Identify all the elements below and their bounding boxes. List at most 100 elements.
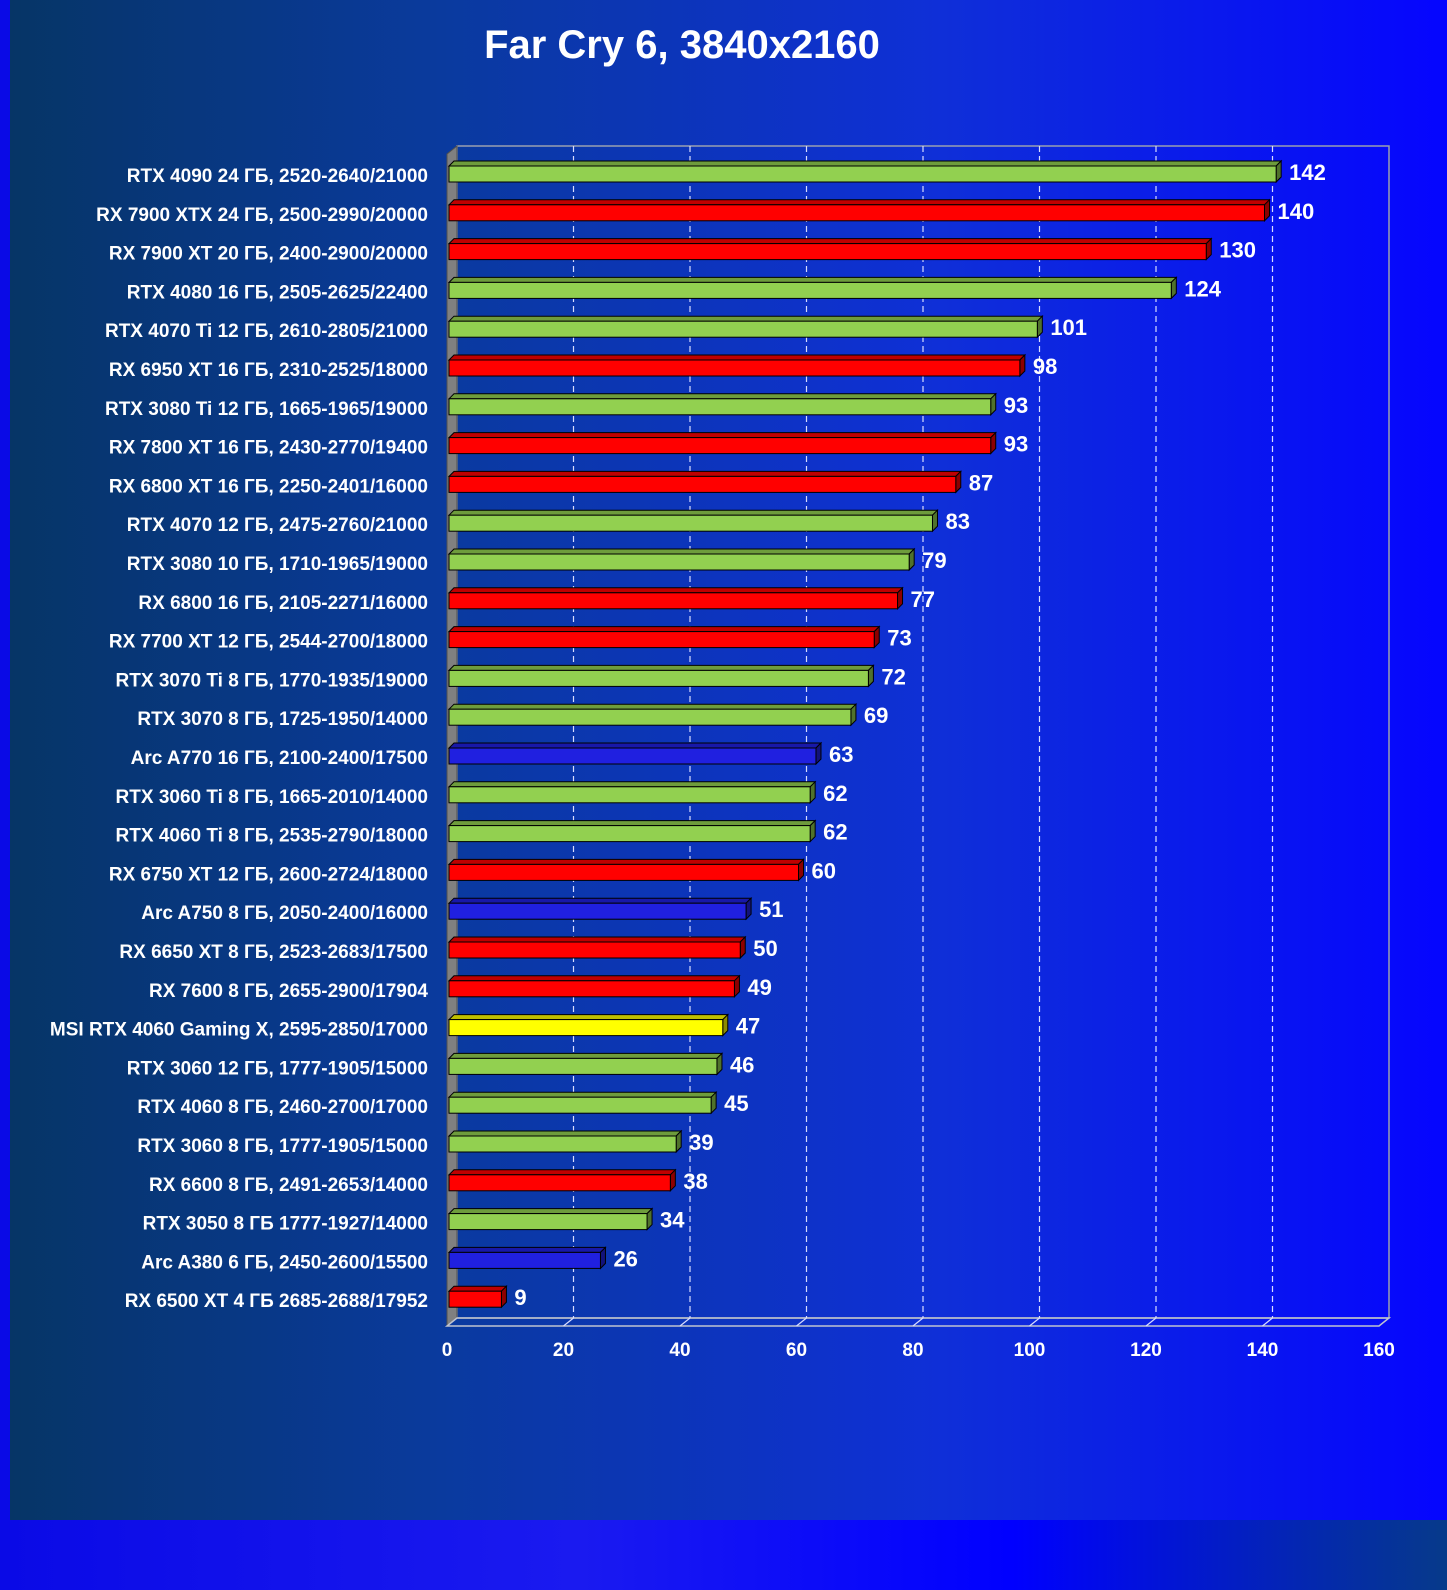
bar-top-face [447,432,997,439]
bar-top-face [447,897,753,904]
bar [448,1213,648,1231]
gridline-floor [796,1317,807,1327]
bar [448,204,1265,222]
x-tick-label: 0 [442,1340,453,1361]
category-label: RX 7700 XT 12 ГБ, 2544-2700/18000 [109,632,428,653]
bar-top-face [447,742,823,749]
bar-top-face [447,509,939,516]
bar [448,825,811,843]
bar-top-face [447,199,1271,206]
value-label: 49 [747,975,771,1000]
bar-top-face [447,626,881,633]
x-tick-label: 120 [1130,1340,1162,1361]
bar [448,1057,718,1075]
bar-top-face [447,1285,508,1292]
value-label: 140 [1278,199,1315,224]
x-tick-label: 100 [1014,1340,1046,1361]
category-label: Arc A380 6 ГБ, 2450-2600/15500 [141,1252,428,1273]
bar-top-face [447,703,858,710]
grid-lines [563,146,1274,1327]
bar [448,1251,601,1269]
bar-top-face [447,1052,724,1059]
value-label: 63 [829,742,853,767]
bar-top-face [447,276,1178,283]
bar [448,1019,724,1037]
bar [448,281,1172,299]
category-label: RTX 3060 8 ГБ, 1777-1905/15000 [137,1136,428,1157]
value-label: 34 [660,1208,685,1233]
value-label: 87 [969,470,993,495]
category-label: RX 7900 XT 20 ГБ, 2400-2900/20000 [109,244,428,265]
bar-top-face [447,1014,729,1021]
category-label: RTX 3060 Ti 8 ГБ, 1665-2010/14000 [116,787,428,808]
category-label: MSI RTX 4060 Gaming X, 2595-2850/17000 [50,1020,428,1041]
category-label: RTX 4070 12 ГБ, 2475-2760/21000 [127,515,428,536]
value-label: 130 [1219,238,1256,263]
gridline-floor [563,1317,574,1327]
bar-top-face [447,160,1283,167]
category-label: RTX 3050 8 ГБ 1777-1927/14000 [143,1214,428,1235]
value-label: 98 [1033,354,1057,379]
bar-top-face [447,1169,677,1176]
bar-top-face [447,393,997,400]
value-label: 72 [881,664,905,689]
x-tick-label: 60 [786,1340,807,1361]
bar-top-face [447,587,904,594]
bar [448,708,852,726]
bar [448,902,747,920]
value-label: 51 [759,897,783,922]
value-label: 47 [736,1014,760,1039]
value-label: 38 [683,1169,707,1194]
category-label: RTX 3070 Ti 8 ГБ, 1770-1935/19000 [116,670,428,691]
value-label: 142 [1289,160,1326,185]
bar [448,941,741,959]
gridline-floor [1029,1317,1040,1327]
value-label: 93 [1004,393,1028,418]
value-label: 39 [689,1130,713,1155]
plot-floor [444,1317,1392,1327]
category-label: RX 6800 XT 16 ГБ, 2250-2401/16000 [109,476,428,497]
category-label: RTX 3080 Ti 12 ГБ, 1665-1965/19000 [105,399,428,420]
value-label: 50 [753,936,777,961]
bar [448,553,910,571]
x-tick-label: 80 [902,1340,923,1361]
bar-top-face [447,1091,718,1098]
value-label: 83 [945,509,969,534]
value-label: 60 [812,858,836,883]
bar-top-face [447,238,1213,245]
category-label: RX 6750 XT 12 ГБ, 2600-2724/18000 [109,864,428,885]
gridline-floor [912,1317,924,1327]
value-label: 93 [1004,432,1028,457]
category-label: RX 6950 XT 16 ГБ, 2310-2525/18000 [109,360,428,381]
category-label: RTX 3080 10 ГБ, 1710-1965/19000 [127,554,428,575]
bar [448,475,957,493]
value-labels: 1421401301241019893938783797773726963626… [514,160,1325,1310]
category-label: RX 6800 16 ГБ, 2105-2271/16000 [138,593,428,614]
value-label: 9 [514,1285,526,1310]
bar [448,1096,712,1114]
category-label: RX 7900 XTX 24 ГБ, 2500-2990/20000 [96,205,428,226]
bar [448,592,899,610]
category-label: RX 6600 8 ГБ, 2491-2653/14000 [149,1175,428,1196]
bar [448,669,869,687]
value-label: 79 [922,548,946,573]
category-label: RTX 4070 Ti 12 ГБ, 2610-2805/21000 [105,321,428,342]
category-label: RX 6500 XT 4 ГБ 2685-2688/17952 [125,1291,428,1312]
value-label: 69 [864,703,888,728]
bars [447,159,1283,1309]
category-label: RTX 3060 12 ГБ, 1777-1905/15000 [127,1058,428,1079]
value-label: 26 [613,1246,637,1271]
bar [448,980,735,998]
bar-top-face [447,470,962,477]
x-tick-label: 40 [669,1340,690,1361]
bar-top-face [447,548,916,555]
category-label: RTX 4060 8 ГБ, 2460-2700/17000 [137,1097,428,1118]
value-label: 62 [823,781,847,806]
x-tick-label: 140 [1247,1340,1279,1361]
bar-top-face [447,975,741,982]
value-label: 45 [724,1091,748,1116]
bar-top-face [447,936,747,943]
bar-top-face [447,781,817,788]
bar [448,437,992,455]
